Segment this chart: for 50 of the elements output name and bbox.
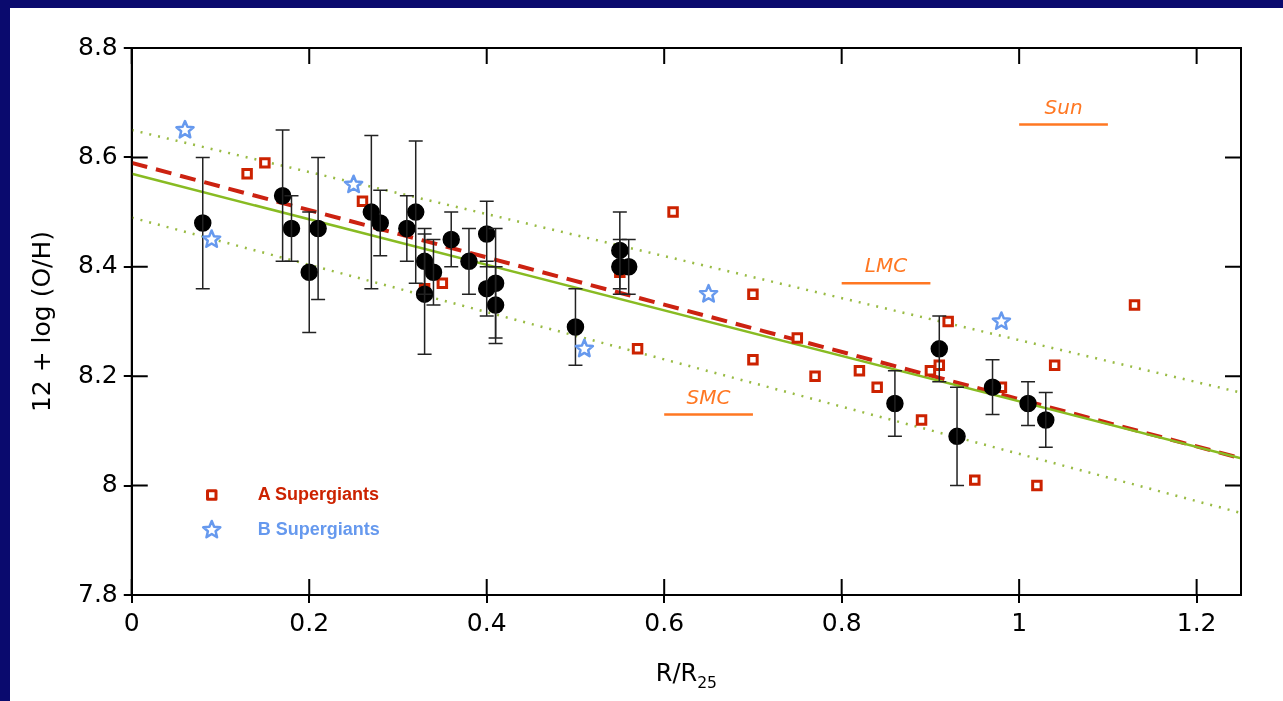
point bbox=[175, 119, 195, 139]
point bbox=[424, 263, 443, 282]
series-label: LMC bbox=[864, 253, 908, 278]
point bbox=[241, 168, 253, 180]
y-tick-label: 8.6 bbox=[77, 140, 118, 170]
point bbox=[436, 277, 449, 289]
point bbox=[942, 315, 954, 328]
point bbox=[1048, 359, 1061, 371]
x-tick-label: 0 bbox=[123, 607, 140, 637]
point bbox=[871, 381, 883, 393]
point bbox=[809, 370, 821, 382]
point bbox=[631, 343, 644, 355]
point bbox=[1128, 299, 1141, 311]
point bbox=[853, 364, 866, 377]
point bbox=[1031, 479, 1043, 492]
x-tick-label: 0.4 bbox=[466, 607, 507, 637]
x-tick-label: 1.2 bbox=[1176, 607, 1217, 637]
point bbox=[356, 195, 369, 207]
y-tick-label: 7.8 bbox=[77, 578, 118, 608]
point bbox=[983, 378, 1002, 396]
point bbox=[486, 274, 505, 292]
y-axis-title: 12 + log (O/H) bbox=[27, 230, 56, 413]
series-label: Sun bbox=[1044, 94, 1083, 119]
point bbox=[698, 283, 719, 303]
legend-label: B Supergiants bbox=[257, 518, 380, 539]
point bbox=[747, 288, 759, 300]
point bbox=[486, 296, 505, 314]
y-tick-label: 8.2 bbox=[77, 359, 118, 389]
point bbox=[566, 318, 585, 336]
point bbox=[259, 157, 271, 169]
point bbox=[930, 340, 949, 358]
point bbox=[747, 354, 759, 366]
point bbox=[201, 229, 222, 248]
legend-label: A Supergiants bbox=[257, 483, 380, 504]
y-tick-label: 8.8 bbox=[77, 31, 118, 61]
x-tick-label: 0.2 bbox=[289, 607, 330, 637]
series-label: SMC bbox=[686, 384, 731, 409]
x-tick-label: 0.8 bbox=[821, 607, 862, 637]
y-tick-label: 8.4 bbox=[77, 250, 118, 280]
x-tick-label: 0.6 bbox=[644, 607, 685, 637]
point bbox=[915, 414, 928, 426]
point bbox=[991, 311, 1012, 331]
point bbox=[282, 219, 301, 238]
point bbox=[574, 338, 595, 358]
y-tick-label: 8 bbox=[101, 469, 118, 499]
point bbox=[969, 474, 981, 486]
point bbox=[667, 206, 679, 218]
point bbox=[791, 332, 804, 344]
point bbox=[343, 174, 364, 194]
x-tick-label: 1 bbox=[1011, 607, 1028, 637]
